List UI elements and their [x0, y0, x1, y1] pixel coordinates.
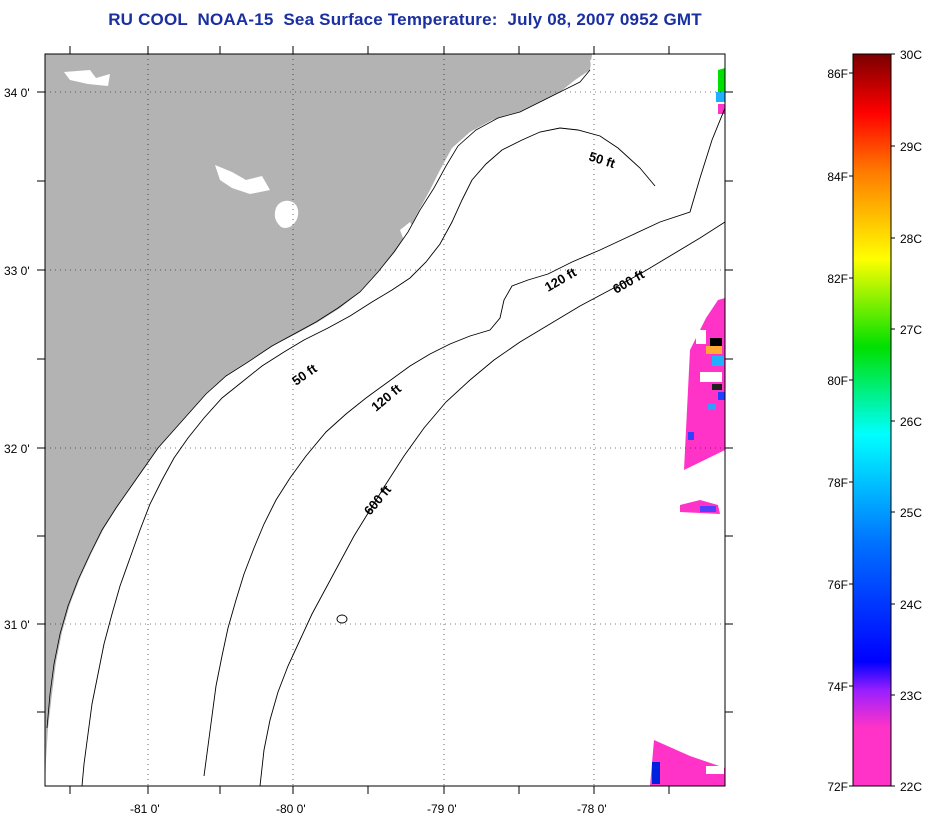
colorbar-c-label: 25C — [900, 506, 922, 520]
lat-label: 33 0' — [4, 264, 30, 278]
lon-label: -78 0' — [577, 802, 607, 816]
colorbar-f-label: 82F — [827, 272, 848, 286]
colorbar-f-label: 78F — [827, 476, 848, 490]
coastline — [46, 69, 591, 729]
colorbar-f-label: 72F — [827, 780, 848, 794]
lat-label: 32 0' — [4, 442, 30, 456]
map-title: RU COOL NOAA-15 Sea Surface Temperature:… — [108, 10, 702, 29]
lat-label: 31 0' — [4, 618, 30, 632]
map-area: 50 ft 50 ft 120 ft 120 ft 600 ft 600 ft — [45, 54, 725, 786]
lon-label: -80 0' — [276, 802, 306, 816]
frame-ticks — [37, 46, 733, 794]
isobath-50ft — [81, 127, 656, 786]
colorbar-f-label: 80F — [827, 374, 848, 388]
colorbar-c-label: 28C — [900, 232, 922, 246]
colorbar-celsius-labels: 30C 29C 28C 27C 26C 25C 24C 23C 22C — [900, 48, 922, 794]
coastal-marsh — [400, 222, 418, 246]
colorbar-c-label: 29C — [900, 140, 922, 154]
colorbar-c-label: 27C — [900, 323, 922, 337]
colorbar: 86F 84F 82F 80F 78F 76F 74F 72F 30C 29C … — [827, 48, 922, 794]
sst-patches — [650, 68, 725, 786]
colorbar-c-label: 26C — [900, 415, 922, 429]
coastal-marsh — [590, 56, 622, 100]
lake — [274, 200, 299, 229]
colorbar-f-label: 74F — [827, 680, 848, 694]
colorbar-fahrenheit-labels: 86F 84F 82F 80F 78F 76F 74F 72F — [827, 67, 848, 794]
graticule — [45, 54, 725, 786]
colorbar-c-label: 30C — [900, 48, 922, 62]
colorbar-f-label: 86F — [827, 67, 848, 81]
map-frame — [44, 53, 726, 787]
land-mass — [45, 54, 592, 786]
lake — [215, 165, 270, 194]
colorbar-f-label: 84F — [827, 170, 848, 184]
colorbar-c-label: 23C — [900, 689, 922, 703]
lon-label: -79 0' — [427, 802, 457, 816]
lake — [64, 70, 110, 86]
lat-label: 34 0' — [4, 86, 30, 100]
isobath-120ft — [203, 107, 725, 777]
isobath-600ft — [259, 221, 725, 786]
lon-label: -81 0' — [130, 802, 160, 816]
colorbar-f-label: 76F — [827, 578, 848, 592]
colorbar-c-label: 22C — [900, 780, 922, 794]
colorbar-gradient — [852, 53, 892, 787]
longitude-labels: -81 0' -80 0' -79 0' -78 0' — [130, 802, 607, 816]
latitude-labels: 34 0' 33 0' 32 0' 31 0' — [4, 86, 30, 632]
colorbar-c-label: 24C — [900, 598, 922, 612]
